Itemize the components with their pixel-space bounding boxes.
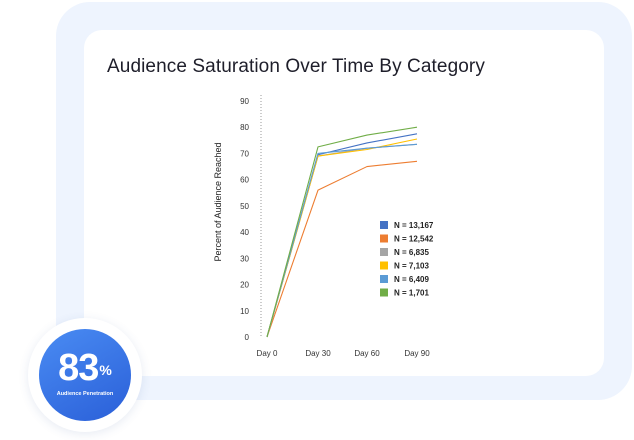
series-line	[266, 143, 418, 338]
legend-swatch	[380, 261, 388, 270]
legend-label: N = 7,103	[394, 262, 429, 271]
chart-title: Audience Saturation Over Time By Categor…	[107, 56, 485, 77]
y-tick-label: 80	[240, 123, 249, 132]
y-tick-label: 20	[240, 281, 249, 290]
legend-swatch	[380, 221, 388, 229]
x-tick-label: Day 0	[257, 349, 278, 358]
legend-swatch	[380, 288, 388, 297]
y-tick-label: 10	[240, 307, 249, 316]
legend-label: N = 1,701	[394, 289, 429, 298]
legend-swatch	[380, 234, 388, 243]
badge-label: Audience Penetration	[56, 391, 114, 397]
series-line	[266, 160, 418, 338]
badge-value: 83	[58, 347, 99, 389]
series-line	[266, 126, 418, 338]
y-tick-label: 0	[245, 333, 250, 342]
y-tick-label: 30	[240, 254, 249, 263]
y-tick-label: 40	[240, 228, 249, 237]
legend-label: N = 13,167	[394, 221, 434, 230]
y-tick-label: 50	[240, 202, 249, 211]
y-tick-label: 70	[240, 149, 249, 158]
chart-card	[84, 30, 604, 376]
legend-label: N = 6,835	[394, 248, 429, 257]
y-axis-title: Percent of Audience Reached	[213, 142, 223, 261]
badge-unit: %	[99, 362, 112, 378]
legend-label: N = 6,409	[394, 275, 429, 284]
x-tick-label: Day 30	[305, 349, 331, 358]
legend-swatch	[380, 248, 388, 256]
x-tick-label: Day 60	[354, 349, 380, 358]
badge-value-row: 83%	[39, 348, 131, 388]
x-tick-label: Day 90	[404, 349, 430, 358]
audience-penetration-badge: 83% Audience Penetration	[39, 329, 131, 421]
legend-swatch	[380, 275, 388, 283]
legend-label: N = 12,542	[394, 235, 434, 244]
y-tick-label: 60	[240, 176, 249, 185]
y-tick-label: 90	[240, 97, 249, 106]
